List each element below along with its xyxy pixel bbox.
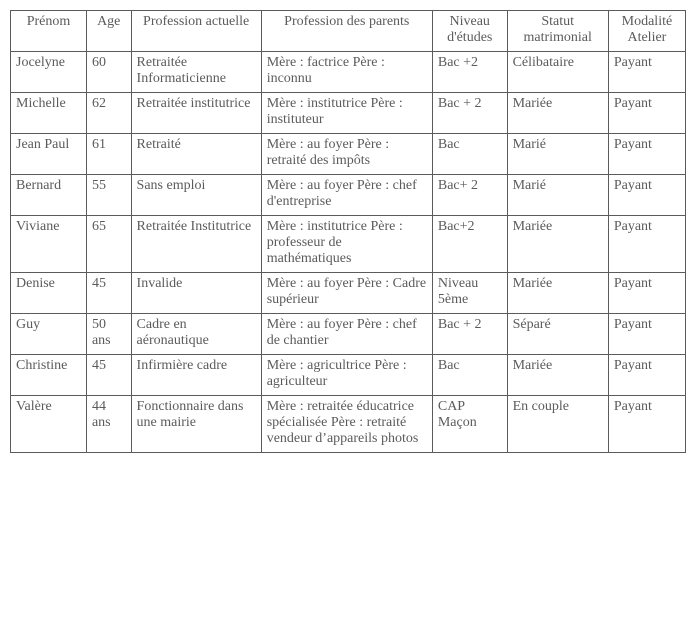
cell-niveau: Bac+ 2 [432,175,507,216]
table-row: Michelle 62 Retraitée institutrice Mère … [11,93,686,134]
cell-statut: Célibataire [507,52,608,93]
cell-niveau: Bac+2 [432,216,507,273]
cell-parents: Mère : agricultrice Père : agriculteur [261,355,432,396]
table-row: Valère 44 ans Fonctionnaire dans une mai… [11,396,686,453]
table-row: Guy 50 ans Cadre en aéronautique Mère : … [11,314,686,355]
table-row: Christine 45 Infirmière cadre Mère : agr… [11,355,686,396]
cell-age: 44 ans [86,396,131,453]
cell-age: 45 [86,355,131,396]
col-header-statut: Statut matrimonial [507,11,608,52]
cell-modalite: Payant [608,355,685,396]
cell-statut: En couple [507,396,608,453]
cell-prenom: Viviane [11,216,87,273]
cell-modalite: Payant [608,175,685,216]
cell-niveau: Bac + 2 [432,93,507,134]
cell-parents: Mère : institutrice Père : professeur de… [261,216,432,273]
cell-modalite: Payant [608,273,685,314]
cell-modalite: Payant [608,134,685,175]
cell-prenom: Jocelyne [11,52,87,93]
cell-parents: Mère : au foyer Père : chef de chantier [261,314,432,355]
cell-parents: Mère : factrice Père : inconnu [261,52,432,93]
cell-prenom: Christine [11,355,87,396]
cell-statut: Mariée [507,355,608,396]
cell-statut: Mariée [507,93,608,134]
cell-parents: Mère : au foyer Père : Cadre supérieur [261,273,432,314]
col-header-prenom: Prénom [11,11,87,52]
cell-prenom: Bernard [11,175,87,216]
cell-parents: Mère : au foyer Père : chef d'entreprise [261,175,432,216]
table-body: Jocelyne 60 Retraitée Informaticienne Mè… [11,52,686,453]
col-header-modalite: Modalité Atelier [608,11,685,52]
cell-statut: Séparé [507,314,608,355]
cell-prenom: Guy [11,314,87,355]
cell-niveau: Bac +2 [432,52,507,93]
cell-niveau: Bac [432,134,507,175]
cell-prenom: Jean Paul [11,134,87,175]
cell-prof: Sans emploi [131,175,261,216]
cell-statut: Mariée [507,273,608,314]
table-row: Denise 45 Invalide Mère : au foyer Père … [11,273,686,314]
table-row: Bernard 55 Sans emploi Mère : au foyer P… [11,175,686,216]
table-row: Jean Paul 61 Retraité Mère : au foyer Pè… [11,134,686,175]
cell-prenom: Michelle [11,93,87,134]
table-header: Prénom Age Profession actuelle Professio… [11,11,686,52]
cell-modalite: Payant [608,52,685,93]
cell-prof: Retraitée Informaticienne [131,52,261,93]
cell-age: 55 [86,175,131,216]
cell-modalite: Payant [608,314,685,355]
col-header-prof: Profession actuelle [131,11,261,52]
cell-niveau: Bac [432,355,507,396]
participants-table: Prénom Age Profession actuelle Professio… [10,10,686,453]
cell-parents: Mère : retraitée éducatrice spécialisée … [261,396,432,453]
table-row: Jocelyne 60 Retraitée Informaticienne Mè… [11,52,686,93]
col-header-age: Age [86,11,131,52]
cell-modalite: Payant [608,396,685,453]
cell-prenom: Valère [11,396,87,453]
table-row: Viviane 65 Retraitée Institutrice Mère :… [11,216,686,273]
cell-statut: Marié [507,175,608,216]
cell-age: 60 [86,52,131,93]
col-header-parents: Profession des parents [261,11,432,52]
cell-niveau: CAP Maçon [432,396,507,453]
cell-prof: Retraitée Institutrice [131,216,261,273]
cell-prof: Retraitée institutrice [131,93,261,134]
cell-prof: Infirmière cadre [131,355,261,396]
cell-statut: Mariée [507,216,608,273]
cell-age: 50 ans [86,314,131,355]
cell-prof: Cadre en aéronautique [131,314,261,355]
cell-prof: Retraité [131,134,261,175]
cell-modalite: Payant [608,93,685,134]
cell-modalite: Payant [608,216,685,273]
cell-niveau: Bac + 2 [432,314,507,355]
cell-age: 45 [86,273,131,314]
col-header-niveau: Niveau d'études [432,11,507,52]
cell-niveau: Niveau 5ème [432,273,507,314]
cell-prenom: Denise [11,273,87,314]
cell-parents: Mère : au foyer Père : retraité des impô… [261,134,432,175]
cell-age: 61 [86,134,131,175]
cell-parents: Mère : institutrice Père : instituteur [261,93,432,134]
cell-age: 62 [86,93,131,134]
cell-statut: Marié [507,134,608,175]
cell-prof: Fonctionnaire dans une mairie [131,396,261,453]
cell-age: 65 [86,216,131,273]
cell-prof: Invalide [131,273,261,314]
